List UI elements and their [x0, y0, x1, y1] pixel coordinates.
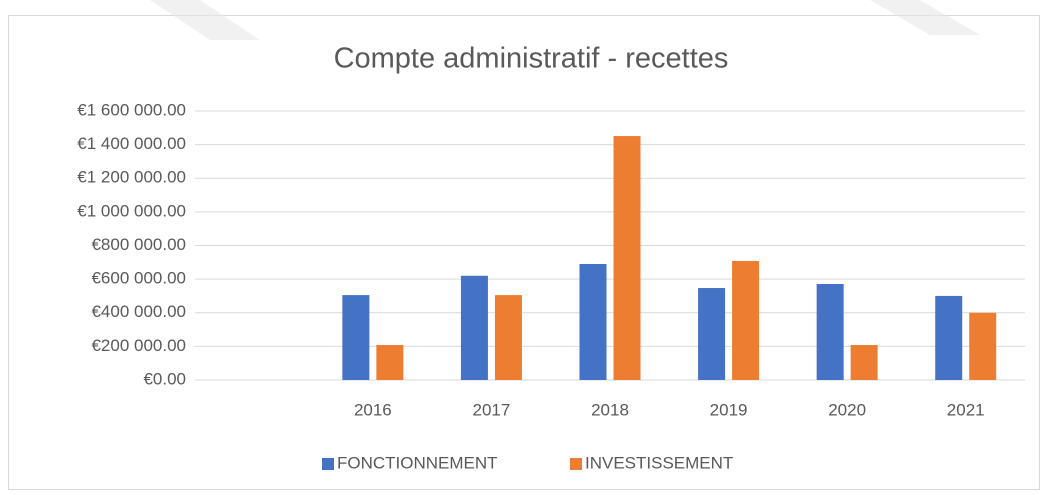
watermark [870, 0, 980, 35]
bar [969, 312, 997, 380]
legend-swatch [322, 458, 334, 470]
x-tick-label: 2019 [710, 400, 748, 419]
chart-border [8, 15, 1040, 490]
legend-label: INVESTISSEMENT [585, 453, 733, 472]
x-tick-label: 2016 [354, 400, 392, 419]
bar [816, 284, 844, 380]
y-tick-label: €1 400 000.00 [77, 134, 186, 153]
x-tick-label: 2021 [947, 400, 985, 419]
bar [613, 136, 641, 380]
x-tick-label: 2020 [828, 400, 866, 419]
bar [376, 345, 404, 380]
x-tick-label: 2017 [473, 400, 511, 419]
y-tick-label: €0.00 [143, 369, 186, 388]
bar [494, 295, 522, 380]
x-tick-label: 2018 [591, 400, 629, 419]
y-tick-label: €200 000.00 [91, 336, 186, 355]
y-tick-label: €1 200 000.00 [77, 168, 186, 187]
y-tick-label: €800 000.00 [91, 235, 186, 254]
bar [579, 263, 607, 380]
legend-swatch [570, 458, 582, 470]
legend-label: FONCTIONNEMENT [337, 453, 498, 472]
chart-title: Compte administratif - recettes [334, 43, 729, 75]
bar [342, 295, 370, 380]
bar [850, 345, 878, 380]
y-tick-label: €600 000.00 [91, 269, 186, 288]
y-tick-label: €400 000.00 [91, 302, 186, 321]
y-tick-label: €1 600 000.00 [77, 100, 186, 119]
watermark [150, 0, 260, 40]
bar [935, 295, 963, 380]
bar [732, 260, 760, 380]
bar [698, 288, 726, 380]
bar [460, 275, 488, 380]
y-tick-label: €1 000 000.00 [77, 201, 186, 220]
